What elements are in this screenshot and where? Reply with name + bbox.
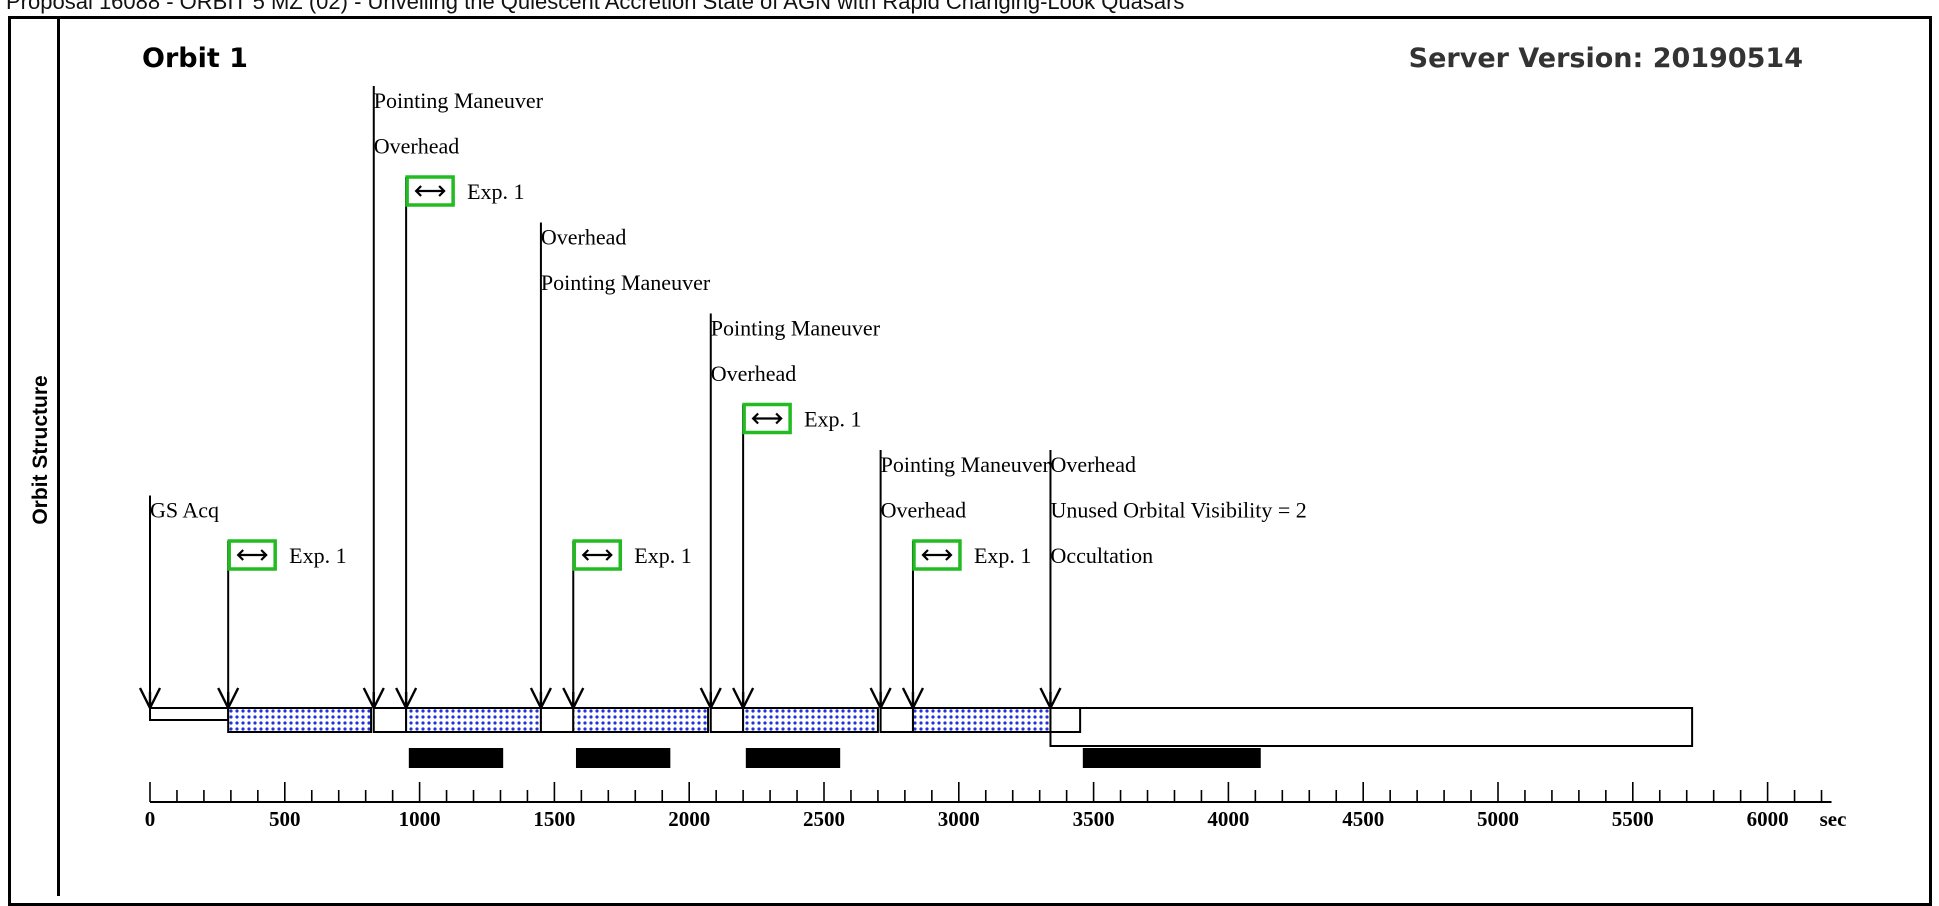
exposure-event: Exp. 1 xyxy=(395,175,525,711)
double-arrow-icon xyxy=(751,412,783,425)
overhead-segment xyxy=(149,707,230,721)
occultation-segment xyxy=(1049,707,1694,747)
tick-label: 5500 xyxy=(1612,807,1654,831)
event-label: Pointing Maneuver xyxy=(374,88,544,113)
timeline-segments xyxy=(149,707,1694,747)
exposure-label: Exp. 1 xyxy=(467,179,524,204)
down-arrow-icon xyxy=(138,687,162,711)
event-marker: Overhead Pointing Maneuver xyxy=(529,222,711,711)
double-arrow-icon xyxy=(414,185,446,197)
exposure-label: Exp. 1 xyxy=(974,543,1031,568)
tick-label: 2000 xyxy=(668,807,710,831)
exposure-event: Exp. 1 xyxy=(901,539,1031,711)
tick-label: 6000 xyxy=(1747,807,1789,831)
down-arrow-icon xyxy=(869,687,892,711)
black-bars xyxy=(408,748,1261,768)
visibility-bar xyxy=(745,748,841,768)
event-marker: Pointing Maneuver Overhead xyxy=(869,450,1051,711)
overhead-segment xyxy=(709,707,745,733)
overhead-segment xyxy=(539,707,575,733)
down-arrow-icon xyxy=(529,687,552,711)
down-arrow-icon xyxy=(217,687,240,711)
exposure-segment xyxy=(405,707,542,733)
exposure-segment xyxy=(911,707,1052,733)
exposure-segment xyxy=(742,707,879,733)
tick-label: 0 xyxy=(145,807,156,831)
tick-label: 500 xyxy=(269,807,301,831)
down-arrow-icon xyxy=(395,687,418,711)
overhead-segment xyxy=(372,707,408,733)
proposal-title: Proposal 16088 - ORBIT 5 MZ (02) - Unvei… xyxy=(6,0,1185,14)
orbit-title: Orbit 1 xyxy=(142,43,248,74)
exposure-label: Exp. 1 xyxy=(804,407,861,432)
down-arrow-icon xyxy=(699,687,722,711)
time-axis: 0 500 1000 1500 2000 2500 3000 3500 4000 4500 5000… xyxy=(145,782,1847,831)
event-label: Overhead xyxy=(881,498,967,523)
axis-unit-label: sec xyxy=(1820,807,1847,831)
visibility-bar xyxy=(575,748,671,768)
event-label: GS Acq xyxy=(150,498,219,523)
event-label: Overhead xyxy=(541,225,627,250)
event-label: Unused Orbital Visibility = 2 xyxy=(1050,498,1306,523)
visibility-bar xyxy=(1082,748,1261,768)
event-marker: Pointing Maneuver Overhead xyxy=(699,313,881,711)
tick-label: 2500 xyxy=(803,807,845,831)
event-marker: GS Acq xyxy=(138,495,219,711)
exposure-event: Exp. 1 xyxy=(562,539,692,711)
event-label: Pointing Maneuver xyxy=(541,270,711,295)
down-arrow-icon xyxy=(362,687,385,711)
event-marker: Pointing Maneuver Overhead xyxy=(362,86,544,711)
event-marker: Overhead Unused Orbital Visibility = 2 Occ… xyxy=(1039,450,1307,711)
event-label: Overhead xyxy=(711,361,797,386)
exposure-label: Exp. 1 xyxy=(634,543,691,568)
double-arrow-icon xyxy=(236,549,268,561)
down-arrow-icon xyxy=(562,687,585,711)
event-label: Pointing Maneuver xyxy=(711,316,881,341)
event-label: Overhead xyxy=(374,134,460,159)
tick-label: 1000 xyxy=(399,807,441,831)
double-arrow-icon xyxy=(921,549,953,561)
double-arrow-icon xyxy=(581,549,613,561)
exposure-label: Exp. 1 xyxy=(289,543,346,568)
visibility-bar xyxy=(408,748,504,768)
tick-label: 3000 xyxy=(938,807,980,831)
server-version: Server Version: 20190514 xyxy=(1409,43,1803,74)
event-label: Overhead xyxy=(1050,452,1136,477)
exposure-event: Exp. 1 xyxy=(217,539,347,711)
event-label: Pointing Maneuver xyxy=(881,452,1051,477)
overhead-segment xyxy=(879,707,914,733)
exposure-event: Exp. 1 xyxy=(732,402,862,711)
side-divider xyxy=(57,16,60,896)
down-arrow-icon xyxy=(1039,687,1062,711)
exposure-segment xyxy=(227,707,373,733)
tick-label: 5000 xyxy=(1477,807,1519,831)
event-label: Occultation xyxy=(1050,543,1153,568)
exposure-segment xyxy=(572,707,710,733)
tick-label: 4000 xyxy=(1207,807,1249,831)
tick-label: 1500 xyxy=(533,807,575,831)
tick-label: 4500 xyxy=(1342,807,1384,831)
down-arrow-icon xyxy=(901,687,925,711)
down-arrow-icon xyxy=(732,687,755,711)
overhead-segment xyxy=(1049,707,1082,733)
tick-label: 3500 xyxy=(1073,807,1115,831)
